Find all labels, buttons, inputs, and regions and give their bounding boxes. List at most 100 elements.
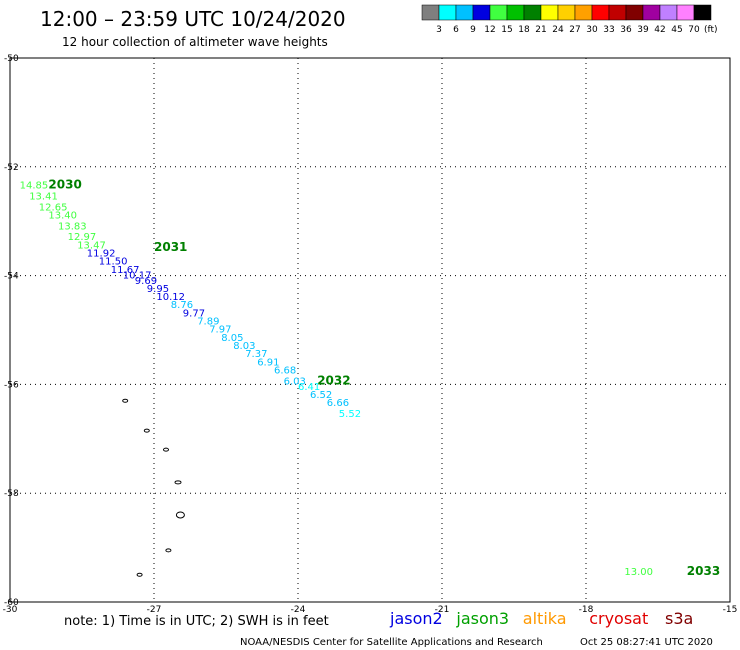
x-tick-label: -24 (291, 605, 306, 615)
colorbar-label: 45 (671, 25, 682, 35)
wave-height-label: 7.89 (197, 317, 219, 328)
colorbar-swatch (574, 4, 593, 21)
colorbar-swatch (523, 4, 542, 21)
time-labels: 2030 2031 2032 2033 (48, 178, 720, 578)
y-tick-label: -56 (4, 380, 19, 390)
colorbar-label: 15 (501, 25, 512, 35)
colorbar-label: 3 (436, 25, 442, 35)
x-tick-label: -18 (579, 605, 594, 615)
island-outline (122, 398, 129, 403)
colorbar-label: 70 (688, 25, 700, 35)
wave-height-label: 6.52 (310, 390, 332, 401)
axis-ticks: -30 -27 -24 -21 -18 -15 -50 -52 -54 -56 -58 -60 (3, 54, 738, 615)
wave-height-label: 11.92 (87, 249, 116, 260)
colorbar-label: 30 (586, 25, 598, 35)
colorbar-label: 36 (620, 25, 632, 35)
wave-height-label: 12.97 (68, 232, 97, 243)
wave-height-label: 6.91 (257, 357, 279, 368)
legend-item: jason3 (455, 609, 509, 628)
wave-height-label: 8.76 (171, 300, 193, 311)
colorbar-label: 21 (535, 25, 546, 35)
colorbar-swatch (676, 4, 695, 21)
colorbar-swatch (421, 4, 440, 21)
wave-height-label: 9.69 (135, 276, 157, 287)
wave-height-label: 11.50 (99, 257, 128, 268)
chart-subtitle: 12 hour collection of altimeter wave hei… (62, 35, 328, 49)
colorbar-swatch (625, 4, 644, 21)
colorbar-swatch (557, 4, 576, 21)
time-label: 2030 (48, 178, 81, 192)
wave-height-label: 6.68 (274, 366, 296, 377)
y-tick-label: -52 (4, 163, 19, 173)
island-outline (143, 428, 150, 433)
colorbar: 3 6 9 12 15 18 21 24 27 30 33 36 39 42 45 70 (ft) (421, 4, 718, 35)
colorbar-label: 6 (453, 25, 459, 35)
wave-height-label: 6.41 (298, 382, 320, 393)
legend-item: jason2 (389, 609, 443, 628)
colorbar-label: 42 (654, 25, 665, 35)
wave-height-label: 10.12 (156, 292, 185, 303)
colorbar-swatch (438, 4, 457, 21)
time-label: 2031 (154, 240, 187, 254)
wave-height-label: 11.67 (111, 265, 140, 276)
grid-lines (10, 58, 730, 602)
colorbar-swatch (591, 4, 610, 21)
wave-height-label: 7.37 (245, 349, 267, 360)
colorbar-label: 12 (484, 25, 495, 35)
wave-height-label: 8.03 (233, 341, 255, 352)
island-outlines (122, 398, 185, 577)
footer-timestamp: Oct 25 08:27:41 UTC 2020 (580, 637, 713, 648)
footer-note: note: 1) Time is in UTC; 2) SWH is in fe… (64, 614, 329, 629)
island-outline (165, 548, 172, 553)
legend-item: cryosat (589, 609, 648, 628)
colorbar-unit: (ft) (704, 25, 718, 35)
wave-height-label: 7.97 (209, 325, 231, 336)
wave-height-label: 13.41 (29, 191, 58, 202)
wave-height-label: 9.95 (147, 284, 169, 295)
satellite-legend: jason2 jason3 altika cryosat s3a (389, 609, 693, 628)
wave-height-label: 13.47 (77, 240, 106, 251)
wave-height-label: 13.00 (624, 567, 653, 578)
wave-height-label: 6.03 (284, 376, 306, 387)
colorbar-swatch (455, 4, 474, 21)
wave-height-label: 8.05 (221, 333, 243, 344)
island-outline (136, 572, 143, 577)
data-points: 14.8513.4112.6513.4013.8312.9713.4711.92… (20, 181, 653, 578)
time-label: 2032 (317, 373, 350, 387)
wave-height-label: 14.85 (20, 181, 49, 192)
y-tick-label: -54 (4, 272, 19, 282)
colorbar-label: 27 (569, 25, 580, 35)
island-outline (175, 511, 185, 519)
wave-height-label: 13.83 (58, 221, 87, 232)
x-tick-label: -30 (3, 605, 18, 615)
colorbar-swatch (608, 4, 627, 21)
wave-height-label: 6.66 (327, 398, 349, 409)
colorbar-label: 33 (603, 25, 614, 35)
colorbar-label: 39 (637, 25, 649, 35)
chart-title: 12:00 – 23:59 UTC 10/24/2020 (40, 7, 346, 31)
colorbar-swatch (540, 4, 559, 21)
y-tick-label: -60 (4, 598, 19, 608)
footer-credit: NOAA/NESDIS Center for Satellite Applica… (240, 637, 543, 648)
colorbar-label: 18 (518, 25, 530, 35)
x-tick-label: -21 (435, 605, 450, 615)
colorbar-label: 24 (552, 25, 564, 35)
legend-item: altika (523, 609, 567, 628)
island-outline (163, 447, 169, 452)
y-tick-label: -50 (4, 54, 19, 64)
colorbar-swatch (472, 4, 491, 21)
plot-frame (9, 57, 731, 603)
legend-item: s3a (665, 609, 693, 628)
wave-height-label: 12.65 (39, 202, 68, 213)
wave-height-label: 10.17 (123, 270, 152, 281)
wave-height-label: 13.40 (48, 210, 77, 221)
x-tick-label: -27 (147, 605, 162, 615)
island-outline (174, 480, 182, 485)
colorbar-swatch (489, 4, 508, 21)
x-tick-label: -15 (723, 605, 738, 615)
time-label: 2033 (687, 564, 720, 578)
colorbar-swatch (506, 4, 525, 21)
colorbar-label: 9 (470, 25, 476, 35)
